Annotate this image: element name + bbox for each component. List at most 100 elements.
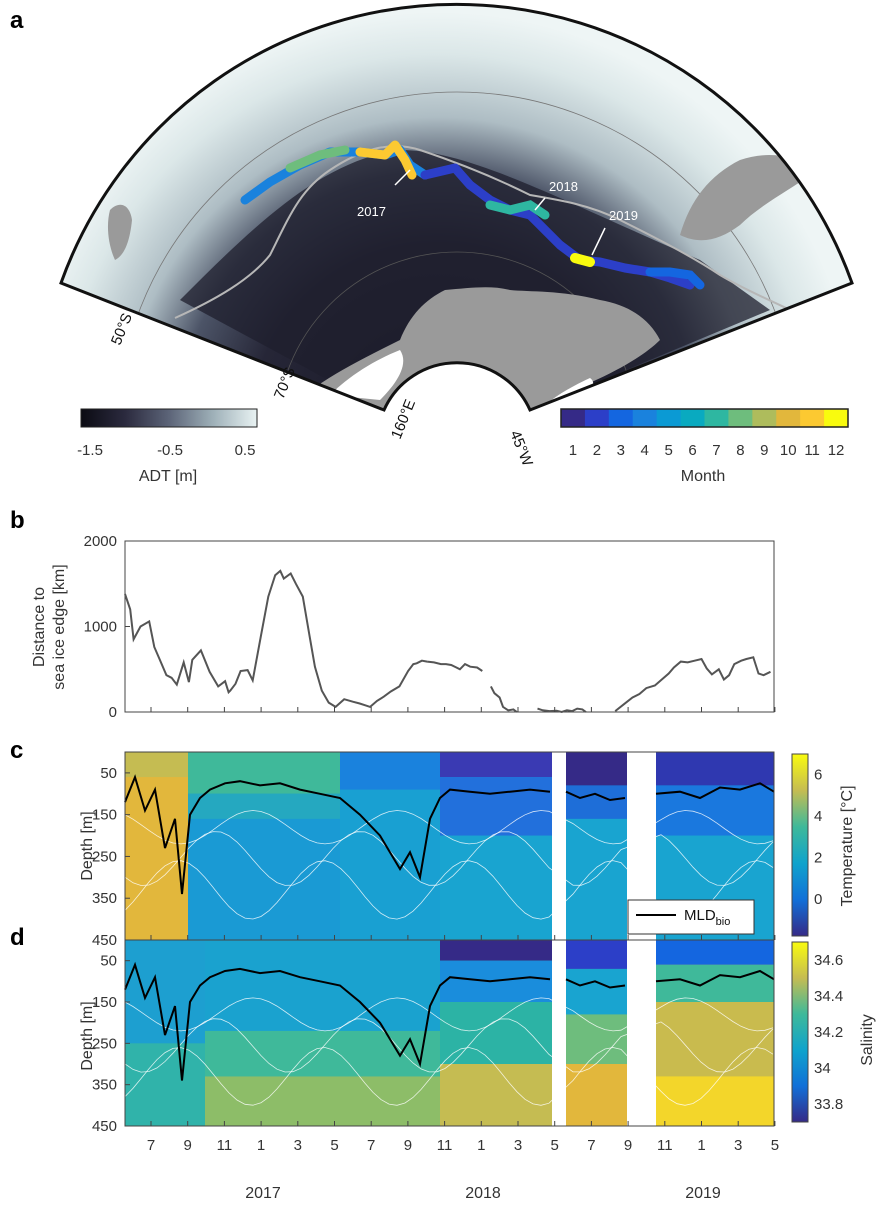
section-ytick-label: 250 (92, 848, 117, 865)
mld-legend-text: MLDbio (684, 907, 730, 928)
isoline (124, 997, 774, 1032)
section-layer (656, 964, 774, 1002)
x-tick-label: 9 (624, 1137, 632, 1154)
year-label-2018: 2018 (549, 179, 578, 194)
float-track-segment-warm (355, 140, 417, 180)
month-colorbar-tick: 1 (569, 442, 577, 459)
panel-d-ylabel: Depth [m] (79, 1001, 96, 1070)
x-tick-label: 1 (257, 1137, 265, 1154)
year-label-2017: 2017 (357, 204, 386, 219)
adt-colorbar-label: ADT [m] (139, 468, 197, 485)
section-layer (125, 752, 188, 778)
section-layer (440, 940, 552, 961)
colorbar-tick: 34.6 (814, 952, 843, 969)
section-layer (125, 1043, 205, 1126)
month-colorbar-swatch (704, 409, 729, 427)
year-pointer-2018 (534, 197, 546, 211)
section-layer (566, 1064, 627, 1126)
month-colorbar-tick: 5 (664, 442, 672, 459)
ice-shelf-ross (330, 350, 404, 400)
mld-legend-sub: bio (716, 916, 731, 928)
x-year-2018: 2018 (465, 1185, 501, 1201)
month-colorbar-tick: 10 (780, 442, 797, 459)
section-layer (566, 968, 627, 1015)
isoline (124, 1047, 774, 1106)
x-tick-label: 1 (697, 1137, 705, 1154)
section-layer (656, 1076, 774, 1126)
distance-series-line (614, 656, 771, 712)
month-colorbar-tick: 6 (688, 442, 696, 459)
mld-line (565, 790, 626, 802)
panel-c-temperature-section: Depth [m] 50 150 250 350 450 0 2 4 6 Temperatur… (79, 751, 856, 949)
salinity-colorbar: 33.8 34 34.2 34.4 34.6 (791, 941, 843, 1123)
x-tick-label: 3 (294, 1137, 302, 1154)
month-colorbar-swatch (728, 409, 753, 427)
month-colorbar-swatch (800, 409, 825, 427)
panel-d-frame (124, 939, 775, 1127)
panel-b-ytick-label: 1000 (84, 619, 117, 636)
new-zealand-land (107, 204, 132, 260)
month-colorbar-swatch (776, 409, 801, 427)
x-year-2019: 2019 (685, 1185, 721, 1201)
mld-line (655, 969, 775, 987)
lon-label-160e: 160°E (388, 397, 419, 441)
mld-line (655, 782, 775, 800)
colorbar-tick: 34.4 (814, 988, 843, 1005)
panel-b-frame (124, 540, 775, 713)
map-frame (59, 2, 854, 412)
panel-b-series (124, 569, 771, 714)
data-gap (552, 940, 566, 1126)
temperature-field (124, 752, 775, 940)
adt-colorbar: -1.5 -0.5 0.5 ADT [m] (77, 408, 258, 485)
section-layer (340, 752, 440, 790)
section-layer (440, 752, 552, 778)
x-tick-label: 5 (771, 1137, 779, 1154)
colorbar-gradient (791, 753, 809, 937)
colorbar-tick: 4 (814, 808, 822, 825)
panel-b-y-ticks: 0 1000 2000 (84, 533, 130, 721)
temperature-colorbar: 0 2 4 6 (791, 753, 822, 937)
x-tick-label: 7 (587, 1137, 595, 1154)
section-layer (566, 752, 627, 786)
section-layer (566, 940, 627, 969)
salinity-colorbar-label: Salinity (859, 1014, 876, 1066)
panel-c-y-ticks: 50 150 250 350 450 (92, 765, 130, 949)
month-colorbar-swatch (656, 409, 682, 427)
colorbar-gradient (791, 941, 809, 1123)
section-layer (566, 785, 627, 819)
month-colorbar-swatch (561, 409, 586, 427)
panel-c-ylabel: Depth [m] (79, 811, 96, 880)
panel-b-ylabel-line2: sea ice edge [km] (51, 564, 68, 689)
south-america-land (680, 155, 810, 241)
distance-series-line (537, 707, 587, 714)
month-colorbar-swatch (824, 409, 849, 427)
colorbar-tick: 0 (814, 891, 822, 908)
adt-tick-min: -1.5 (77, 442, 103, 459)
adt-colorbar-gradient (80, 408, 258, 428)
salinity-field (124, 940, 775, 1126)
panel-letter-b: b (10, 507, 25, 534)
section-ytick-label: 50 (100, 765, 117, 782)
month-colorbar-swatch (608, 409, 634, 427)
month-colorbar-frame (560, 408, 849, 428)
x-tick-label: 9 (184, 1137, 192, 1154)
section-ytick-label: 250 (92, 1035, 117, 1052)
section-layer (656, 940, 774, 965)
sea-ice-edge-line (174, 145, 791, 319)
distance-series-line (426, 660, 483, 672)
x-tick-label: 5 (330, 1137, 338, 1154)
colorbar-tick: 6 (814, 767, 822, 784)
mld-line (124, 961, 551, 1081)
adt-tick-mid: -0.5 (157, 442, 183, 459)
x-tick-label: 7 (367, 1137, 375, 1154)
x-tick-label: 7 (147, 1137, 155, 1154)
section-ytick-label: 150 (92, 807, 117, 824)
distance-series-line (124, 569, 428, 709)
month-colorbar-tick: 9 (760, 442, 768, 459)
float-track-segment-green (285, 145, 350, 173)
month-colorbar-tick: 3 (617, 442, 625, 459)
lon-label-45w: 45°W (506, 428, 536, 469)
x-tick-label: 11 (657, 1137, 673, 1154)
